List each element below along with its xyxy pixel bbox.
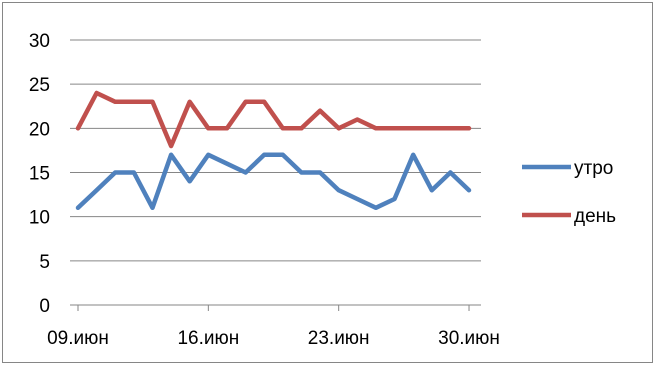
y-tick-label: 0 [39, 296, 50, 317]
x-tick-labels: 09.июн 16.июн 23.июн 30.июн [47, 328, 500, 349]
y-tick-label: 10 [29, 208, 50, 229]
x-tick-label: 09.июн [47, 328, 109, 349]
series-line-den [75, 90, 472, 149]
x-tick-label: 30.июн [438, 328, 500, 349]
series-line-utro [75, 152, 472, 211]
y-tick-label: 5 [39, 252, 50, 273]
x-tick-label: 16.июн [177, 328, 239, 349]
y-tick-label: 25 [29, 75, 50, 96]
y-tick-labels: 0 5 10 15 20 25 30 [29, 31, 50, 317]
y-tick-label: 30 [29, 31, 50, 52]
legend-label: утро [574, 158, 613, 179]
legend: утро день [522, 158, 616, 227]
axes [70, 304, 481, 311]
y-tick-label: 20 [29, 119, 50, 140]
x-tick-label: 23.июн [308, 328, 370, 349]
y-tick-label: 15 [29, 164, 50, 185]
series-lines [75, 90, 472, 211]
gridlines [70, 39, 481, 262]
legend-label: день [574, 206, 616, 227]
